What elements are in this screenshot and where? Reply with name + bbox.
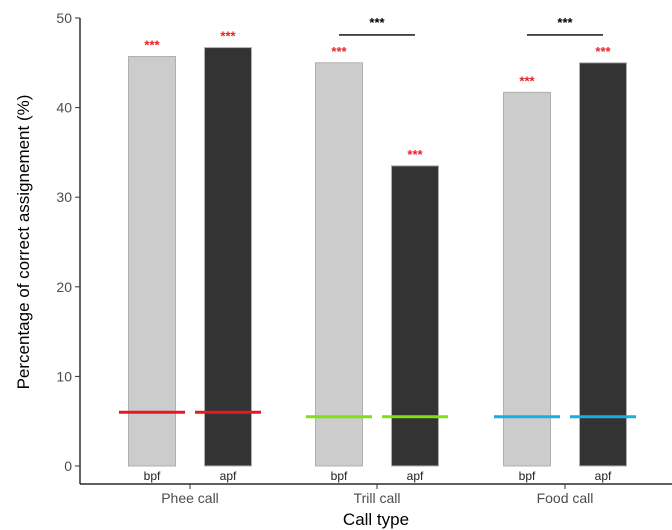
y-axis-title: Percentage of correct assignement (%) (14, 95, 33, 390)
y-tick-label-0: 0 (64, 458, 72, 474)
bar-apf-1 (391, 165, 439, 467)
x-tick-label-1: Trill call (354, 490, 401, 506)
bar-label-apf-0: apf (220, 469, 237, 483)
bar-bpf-1 (315, 62, 363, 467)
bar-bpf-0 (128, 56, 176, 467)
significance-mark-0-1: *** (220, 29, 236, 44)
bar-apf-0 (204, 47, 252, 467)
y-tick-label-2: 20 (56, 279, 72, 295)
y-tick-label-4: 40 (56, 100, 72, 116)
y-axis: 0 10 20 30 40 50 (56, 10, 81, 484)
significance-mark-1-0: *** (331, 44, 347, 59)
bars-layer: bpf apf bpf apf bpf apf (128, 47, 627, 483)
y-tick-label-3: 30 (56, 189, 72, 205)
bar-apf-2 (579, 62, 627, 467)
significance-mark-2-1: *** (595, 44, 611, 59)
significance-bracket-label-1: *** (557, 15, 573, 30)
significance-bracket-label-0: *** (369, 15, 385, 30)
chance-lines-layer (119, 410, 636, 419)
y-tick-label-5: 50 (56, 10, 72, 26)
x-tick-label-0: Phee call (161, 490, 219, 506)
significance-mark-2-0: *** (519, 73, 535, 88)
x-axis-title: Call type (343, 510, 409, 529)
significance-mark-1-1: *** (407, 147, 423, 162)
bar-label-apf-1: apf (407, 469, 424, 483)
bar-label-bpf-1: bpf (331, 469, 348, 483)
bar-label-bpf-0: bpf (144, 469, 161, 483)
x-axis: Phee call Trill call Food call (80, 483, 672, 506)
bar-label-apf-2: apf (595, 469, 612, 483)
bar-label-bpf-2: bpf (519, 469, 536, 483)
significance-layer: *** *** *** *** *** *** *** *** (144, 15, 611, 162)
significance-mark-0-0: *** (144, 38, 160, 53)
bar-bpf-2 (503, 91, 551, 467)
y-tick-label-1: 10 (56, 368, 72, 384)
x-tick-label-2: Food call (537, 490, 594, 506)
